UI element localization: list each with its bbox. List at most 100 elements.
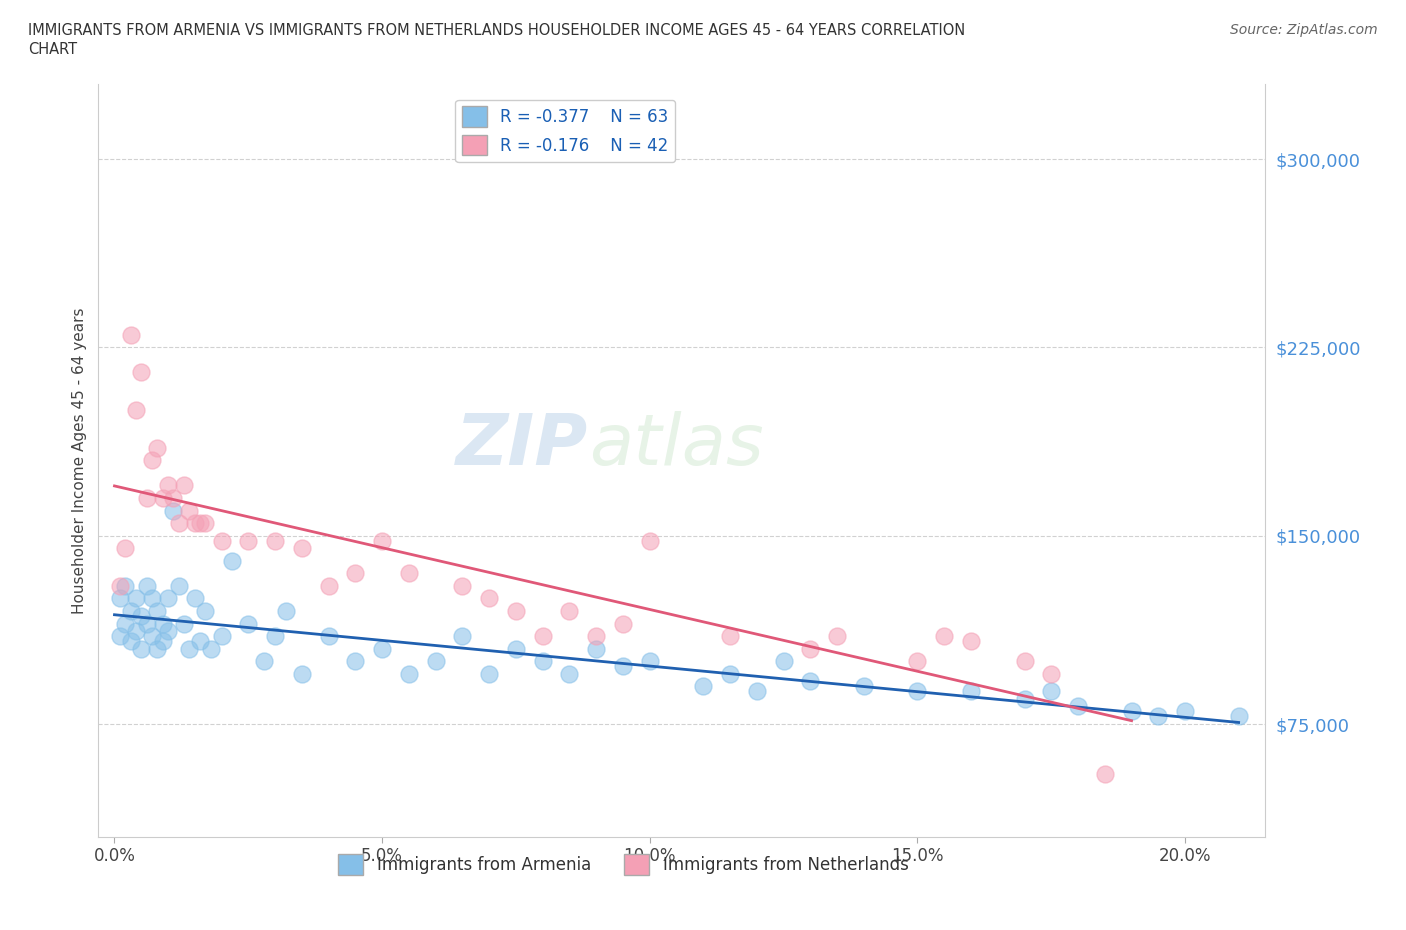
Point: [718, 666, 741, 681]
Point: [167, 578, 190, 593]
Point: [264, 629, 287, 644]
Point: [799, 642, 821, 657]
Point: [162, 491, 184, 506]
Point: [146, 642, 169, 657]
Point: [585, 629, 607, 644]
Point: [120, 633, 142, 648]
Point: [179, 642, 201, 657]
Point: [274, 604, 297, 618]
Point: [318, 629, 340, 644]
Point: [825, 629, 848, 644]
Point: [129, 608, 152, 623]
Point: [718, 629, 741, 644]
Point: [156, 624, 179, 639]
Text: atlas: atlas: [589, 411, 763, 480]
Point: [558, 666, 581, 681]
Point: [108, 591, 131, 606]
Point: [125, 624, 148, 639]
Point: [1147, 709, 1170, 724]
Point: [264, 533, 287, 548]
Point: [371, 533, 394, 548]
Point: [371, 642, 394, 657]
Point: [451, 578, 474, 593]
Point: [156, 591, 179, 606]
Point: [692, 679, 714, 694]
Point: [612, 616, 634, 631]
Point: [120, 604, 142, 618]
Point: [1014, 692, 1036, 707]
Point: [114, 541, 136, 556]
Point: [934, 629, 956, 644]
Point: [799, 674, 821, 689]
Y-axis label: Householder Income Ages 45 - 64 years: Householder Income Ages 45 - 64 years: [72, 307, 87, 614]
Point: [612, 658, 634, 673]
Point: [135, 578, 157, 593]
Point: [291, 541, 314, 556]
Point: [188, 633, 211, 648]
Point: [141, 629, 163, 644]
Point: [173, 616, 195, 631]
Point: [162, 503, 184, 518]
Point: [478, 666, 501, 681]
Point: [238, 616, 260, 631]
Point: [152, 491, 174, 506]
Point: [531, 654, 554, 669]
Point: [638, 654, 661, 669]
Point: [108, 578, 131, 593]
Point: [772, 654, 794, 669]
Point: [1014, 654, 1036, 669]
Point: [114, 578, 136, 593]
Point: [907, 654, 929, 669]
Text: Source: ZipAtlas.com: Source: ZipAtlas.com: [1230, 23, 1378, 37]
Point: [585, 642, 607, 657]
Point: [152, 616, 174, 631]
Point: [1174, 704, 1197, 719]
Point: [135, 491, 157, 506]
Point: [184, 515, 207, 530]
Point: [221, 553, 243, 568]
Point: [141, 591, 163, 606]
Text: IMMIGRANTS FROM ARMENIA VS IMMIGRANTS FROM NETHERLANDS HOUSEHOLDER INCOME AGES 4: IMMIGRANTS FROM ARMENIA VS IMMIGRANTS FR…: [28, 23, 966, 38]
Point: [146, 604, 169, 618]
Point: [1227, 709, 1250, 724]
Point: [238, 533, 260, 548]
Legend: Immigrants from Armenia, Immigrants from Netherlands: Immigrants from Armenia, Immigrants from…: [332, 848, 915, 882]
Point: [344, 565, 367, 580]
Point: [531, 629, 554, 644]
Point: [852, 679, 875, 694]
Point: [211, 629, 233, 644]
Point: [167, 515, 190, 530]
Point: [1067, 699, 1090, 714]
Point: [318, 578, 340, 593]
Point: [344, 654, 367, 669]
Point: [173, 478, 195, 493]
Point: [398, 666, 420, 681]
Point: [125, 403, 148, 418]
Point: [129, 642, 152, 657]
Point: [188, 515, 211, 530]
Point: [1040, 684, 1063, 698]
Point: [558, 604, 581, 618]
Point: [141, 453, 163, 468]
Point: [156, 478, 179, 493]
Point: [505, 604, 527, 618]
Point: [1121, 704, 1143, 719]
Point: [907, 684, 929, 698]
Point: [152, 633, 174, 648]
Point: [194, 604, 217, 618]
Point: [451, 629, 474, 644]
Point: [194, 515, 217, 530]
Point: [129, 365, 152, 380]
Point: [1040, 666, 1063, 681]
Point: [478, 591, 501, 606]
Point: [211, 533, 233, 548]
Point: [120, 327, 142, 342]
Point: [960, 633, 983, 648]
Point: [108, 629, 131, 644]
Point: [200, 642, 222, 657]
Point: [114, 616, 136, 631]
Point: [146, 441, 169, 456]
Point: [505, 642, 527, 657]
Point: [291, 666, 314, 681]
Point: [179, 503, 201, 518]
